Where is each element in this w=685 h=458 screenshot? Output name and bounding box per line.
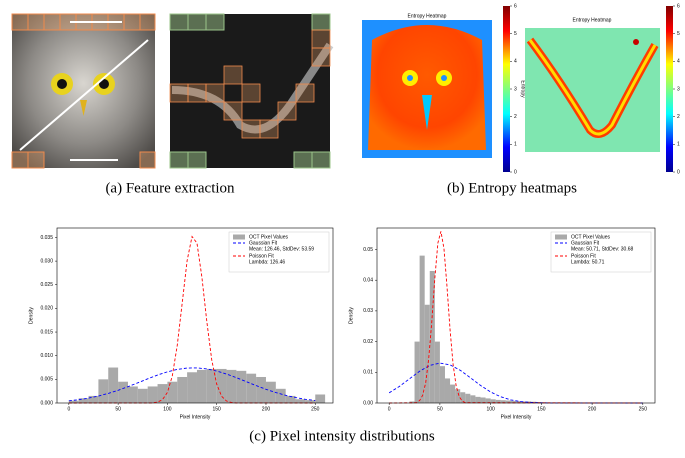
histogram-bar [256, 377, 266, 403]
histogram-bar [89, 396, 99, 403]
y-tick-label: 0.005 [40, 377, 53, 383]
legend-detail: Mean: 126.46, StdDev: 53.59 [249, 246, 314, 252]
colorbar [666, 6, 673, 172]
x-tick-label: 250 [311, 406, 320, 412]
legend-swatch [555, 235, 567, 240]
histogram-bar [296, 399, 306, 403]
heatmap-title: Entropy Heatmap [573, 17, 612, 23]
histogram-bar [276, 389, 286, 403]
colorbar-tick-label: 2 [514, 114, 517, 120]
legend-detail: Lambda: 50.71 [571, 259, 605, 265]
histogram-bar [236, 371, 246, 403]
histogram-bar [79, 398, 89, 403]
colorbar-tick-label: 5 [514, 31, 517, 37]
x-tick-label: 150 [213, 406, 222, 412]
colorbar-tick-label: 6 [514, 3, 517, 9]
legend-detail: Lambda: 126.46 [249, 259, 285, 265]
x-tick-label: 50 [115, 406, 121, 412]
histogram-bar [440, 366, 445, 403]
colorbar-tick-label: 5 [677, 31, 680, 37]
x-tick-label: 50 [437, 406, 443, 412]
histogram-bar [445, 378, 450, 403]
oct-image [170, 14, 330, 168]
histogram-bar [470, 395, 475, 403]
legend-detail: Mean: 50.71, StdDev: 30.68 [571, 246, 633, 252]
histogram-bar [425, 305, 430, 403]
colorbar-tick-label: 0 [514, 169, 517, 175]
histogram-bar [138, 389, 148, 403]
histogram-bar [435, 342, 440, 403]
y-tick-label: 0.00 [363, 400, 373, 406]
colorbar-tick-label: 1 [514, 142, 517, 148]
histogram-bar [197, 370, 207, 403]
caption: (c) Pixel intensity distributions [249, 428, 435, 444]
histogram-bar [158, 384, 168, 403]
colorbar [503, 6, 510, 172]
caption: (b) Entropy heatmaps [447, 180, 577, 196]
y-tick-label: 0.03 [363, 308, 373, 314]
histogram-bar [246, 374, 256, 403]
histogram-bar [315, 394, 325, 403]
x-tick-label: 100 [486, 406, 495, 412]
x-tick-label: 150 [537, 406, 546, 412]
histogram-bar [460, 392, 465, 403]
colorbar-tick-label: 4 [677, 59, 680, 65]
heatmap-title: Entropy Heatmap [408, 13, 447, 19]
colorbar-tick-label: 3 [677, 86, 680, 92]
histogram-bar [475, 397, 480, 403]
histogram-bar [420, 256, 425, 403]
histogram-bar [108, 368, 118, 403]
y-tick-label: 0.04 [363, 278, 373, 284]
histogram-bar [167, 382, 177, 403]
histogram-bar [187, 372, 197, 403]
y-tick-label: 0.030 [40, 258, 53, 264]
histogram-bar [128, 386, 138, 403]
x-tick-label: 200 [262, 406, 271, 412]
histogram-bar [177, 377, 187, 403]
colorbar-tick-label: 3 [514, 86, 517, 92]
colorbar-tick-label: 4 [514, 59, 517, 65]
y-tick-label: 0.01 [363, 370, 373, 376]
y-tick-label: 0.05 [363, 247, 373, 253]
y-tick-label: 0.025 [40, 282, 53, 288]
histogram-bar [207, 369, 217, 403]
histogram-bar [148, 386, 158, 403]
heatmap-image [525, 28, 660, 152]
x-tick-label: 250 [639, 406, 648, 412]
heatmap-image [362, 20, 492, 158]
colorbar-label: Entropy [520, 80, 526, 98]
colorbar-tick-label: 0 [677, 169, 680, 175]
colorbar-tick-label: 6 [677, 3, 680, 9]
owl-image [12, 14, 155, 168]
histogram-bar [450, 385, 455, 403]
x-tick-label: 100 [163, 406, 172, 412]
y-axis-label: Density [28, 307, 34, 324]
y-tick-label: 0.02 [363, 339, 373, 345]
histogram-bar [266, 382, 276, 403]
colorbar-tick-label: 2 [677, 114, 680, 120]
histogram-bar [98, 379, 108, 403]
y-tick-label: 0.020 [40, 306, 53, 312]
x-axis-label: Pixel Intensity [180, 414, 211, 420]
y-tick-label: 0.000 [40, 400, 53, 406]
colorbar-tick-label: 1 [677, 142, 680, 148]
histogram-bar [465, 394, 470, 403]
x-tick-label: 200 [588, 406, 597, 412]
caption: (a) Feature extraction [105, 180, 235, 196]
y-tick-label: 0.015 [40, 329, 53, 335]
histogram-bar [286, 396, 296, 403]
x-tick-label: 0 [388, 406, 391, 412]
histogram-bar [480, 397, 485, 403]
legend-swatch [233, 235, 245, 240]
x-axis-label: Pixel Intensity [501, 414, 532, 420]
histogram-bar [455, 389, 460, 403]
y-axis-label: Density [348, 307, 354, 324]
y-tick-label: 0.010 [40, 353, 53, 359]
y-tick-label: 0.035 [40, 235, 53, 241]
x-tick-label: 0 [67, 406, 70, 412]
histogram-bar [118, 382, 128, 403]
